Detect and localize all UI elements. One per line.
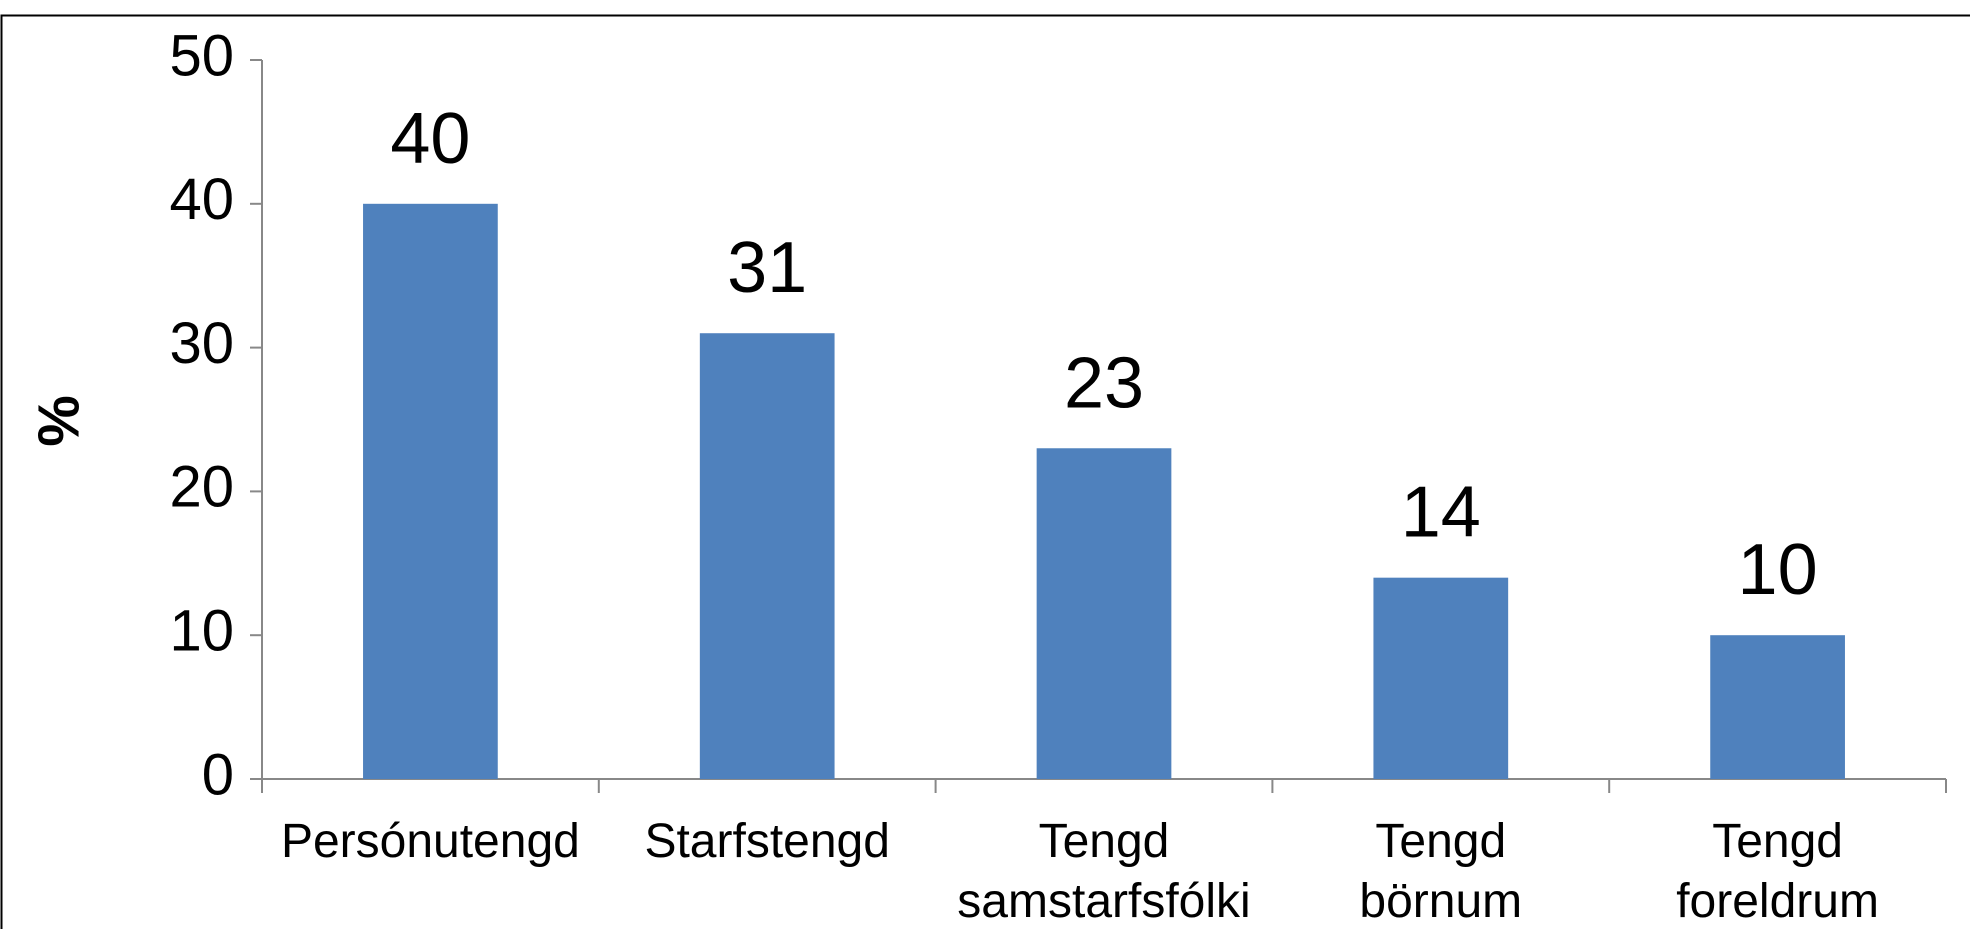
- y-tick-label: 50: [169, 23, 234, 88]
- y-axis-label: %: [26, 395, 91, 447]
- y-tick-label: 0: [202, 742, 234, 807]
- x-tick-label: Tengd börnum: [1262, 812, 1619, 932]
- value-label: 14: [1401, 473, 1481, 553]
- bar: [1037, 448, 1172, 779]
- value-label: 23: [1064, 343, 1144, 423]
- frame: [2, 16, 1970, 930]
- bar: [1373, 578, 1508, 779]
- bar: [363, 204, 498, 779]
- x-tick-label: Persónutengd: [252, 812, 609, 872]
- x-tick-label: Tengd samstarfsfólki: [926, 812, 1283, 932]
- x-tick-label: Starfstengd: [589, 812, 946, 872]
- y-tick-label: 30: [169, 311, 234, 376]
- value-label: 40: [390, 99, 470, 179]
- y-tick-label: 20: [169, 455, 234, 520]
- value-label: 10: [1738, 530, 1818, 610]
- value-label: 31: [727, 228, 807, 308]
- bar: [700, 333, 835, 779]
- y-tick-label: 10: [169, 599, 234, 664]
- bar: [1710, 635, 1845, 779]
- y-tick-label: 40: [169, 167, 234, 232]
- x-tick-label: Tengd foreldrum: [1599, 812, 1956, 932]
